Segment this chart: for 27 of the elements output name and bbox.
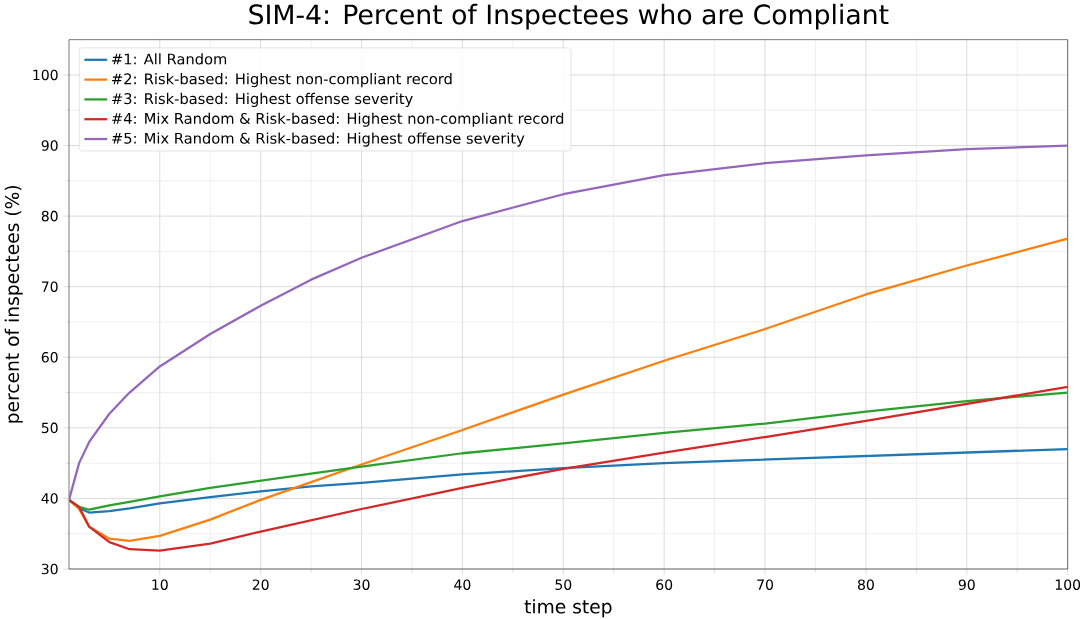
legend-label: #4: Mix Random & Risk-based: Highest non-compliant record (112, 112, 564, 127)
y-tick-label: 40 (41, 493, 58, 504)
y-tick-label: 60 (41, 351, 58, 363)
x-tick-label: 30 (353, 579, 370, 590)
x-tick-label: 60 (656, 579, 673, 590)
y-tick-label: 100 (33, 69, 58, 81)
legend-label: #2: Risk-based: Highest non-compliant record (112, 73, 452, 88)
legend-label: #3: Risk-based: Highest offense severity (112, 92, 413, 108)
y-tick-label: 30 (41, 563, 58, 575)
y-tick-label: 90 (41, 140, 58, 151)
legend-label: #1: All Random (112, 53, 227, 65)
x-tick-label: 50 (555, 579, 572, 590)
y-tick-label: 50 (41, 422, 58, 434)
y-axis-title: percent of inspectees (%) (4, 185, 23, 423)
legend-label: #5: Mix Random & Risk-based: Highest offense severity (112, 132, 525, 147)
x-tick-label: 80 (857, 579, 874, 590)
x-tick-label: 40 (454, 579, 471, 590)
x-tick-label: 70 (757, 579, 774, 590)
x-axis-title: time step (524, 599, 612, 618)
line-series (69, 237, 1068, 542)
y-tick-label: 70 (41, 281, 58, 292)
x-tick-label: 90 (958, 579, 975, 590)
x-tick-label: 10 (152, 579, 168, 590)
x-tick-label: 20 (252, 579, 269, 590)
chart-title: SIM-4: Percent of Inspectees who are Compliant (249, 3, 889, 30)
x-tick-label: 100 (1055, 579, 1081, 590)
y-tick-label: 80 (41, 210, 58, 222)
